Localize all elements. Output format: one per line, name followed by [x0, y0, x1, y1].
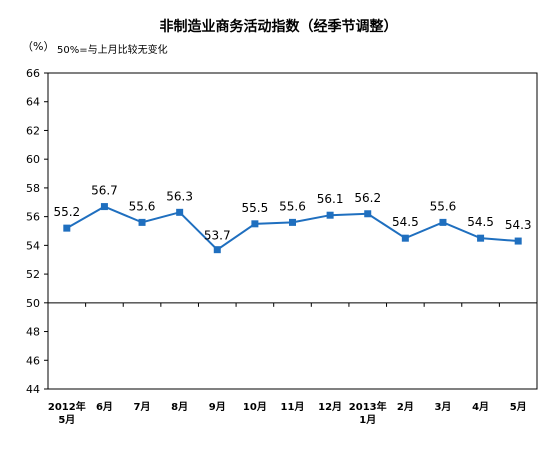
y-tick-label: 46	[26, 354, 40, 367]
data-point	[176, 208, 184, 216]
y-tick-label: 56	[26, 211, 40, 224]
x-tick-label: 5月	[58, 414, 75, 426]
y-tick-label: 66	[26, 67, 40, 80]
x-tick-label: 3月	[434, 401, 451, 413]
data-label: 54.5	[467, 215, 494, 229]
data-label: 56.7	[91, 184, 118, 198]
y-unit-label: （%）	[22, 40, 55, 53]
data-label: 55.5	[242, 201, 269, 215]
x-tick-label: 8月	[171, 401, 188, 413]
y-tick-label: 64	[26, 96, 40, 109]
x-tick-label: 7月	[134, 401, 151, 413]
data-label: 55.6	[279, 199, 306, 213]
x-tick-label: 2月	[397, 401, 414, 413]
y-tick-label: 48	[26, 326, 40, 339]
x-tick-label: 4月	[472, 401, 489, 413]
x-tick-label: 2012年	[48, 400, 86, 413]
y-tick-label: 54	[26, 239, 40, 252]
y-tick-label: 62	[26, 124, 40, 137]
data-label: 54.3	[505, 218, 532, 232]
chart-note: 50%=与上月比较无变化	[57, 45, 168, 56]
x-tick-label: 12月	[318, 401, 342, 413]
data-label: 55.6	[430, 199, 457, 213]
data-point	[251, 220, 259, 228]
data-point	[63, 224, 71, 232]
y-tick-label: 50	[26, 297, 40, 310]
data-point	[213, 246, 221, 254]
chart-title: 非制造业商务活动指数（经季节调整）	[159, 19, 398, 35]
x-tick-label: 1月	[359, 414, 376, 426]
data-label: 56.2	[354, 191, 381, 205]
x-tick-label: 11月	[281, 401, 305, 413]
data-point	[138, 218, 146, 226]
x-tick-label: 5月	[510, 401, 527, 413]
data-label: 54.5	[392, 215, 419, 229]
plot-frame	[47, 72, 538, 390]
data-label: 53.7	[204, 229, 231, 243]
data-point	[326, 211, 334, 219]
data-point	[514, 237, 522, 245]
x-tick-label: 10月	[243, 401, 267, 413]
data-point	[100, 203, 108, 211]
data-label: 55.6	[129, 199, 156, 213]
x-tick-label: 6月	[96, 401, 113, 413]
data-label: 56.1	[317, 192, 344, 206]
data-point	[401, 234, 409, 242]
data-point	[439, 218, 447, 226]
data-point	[289, 218, 296, 226]
data-label: 55.2	[53, 205, 80, 219]
x-tick-label: 2013年	[349, 400, 387, 413]
data-point	[364, 210, 372, 218]
data-label: 56.3	[166, 189, 193, 203]
x-tick-label: 9月	[209, 401, 226, 413]
y-tick-label: 52	[26, 268, 40, 281]
y-tick-label: 44	[26, 383, 40, 396]
y-tick-label: 60	[26, 153, 40, 166]
data-point	[477, 234, 485, 242]
y-tick-label: 58	[26, 182, 40, 195]
